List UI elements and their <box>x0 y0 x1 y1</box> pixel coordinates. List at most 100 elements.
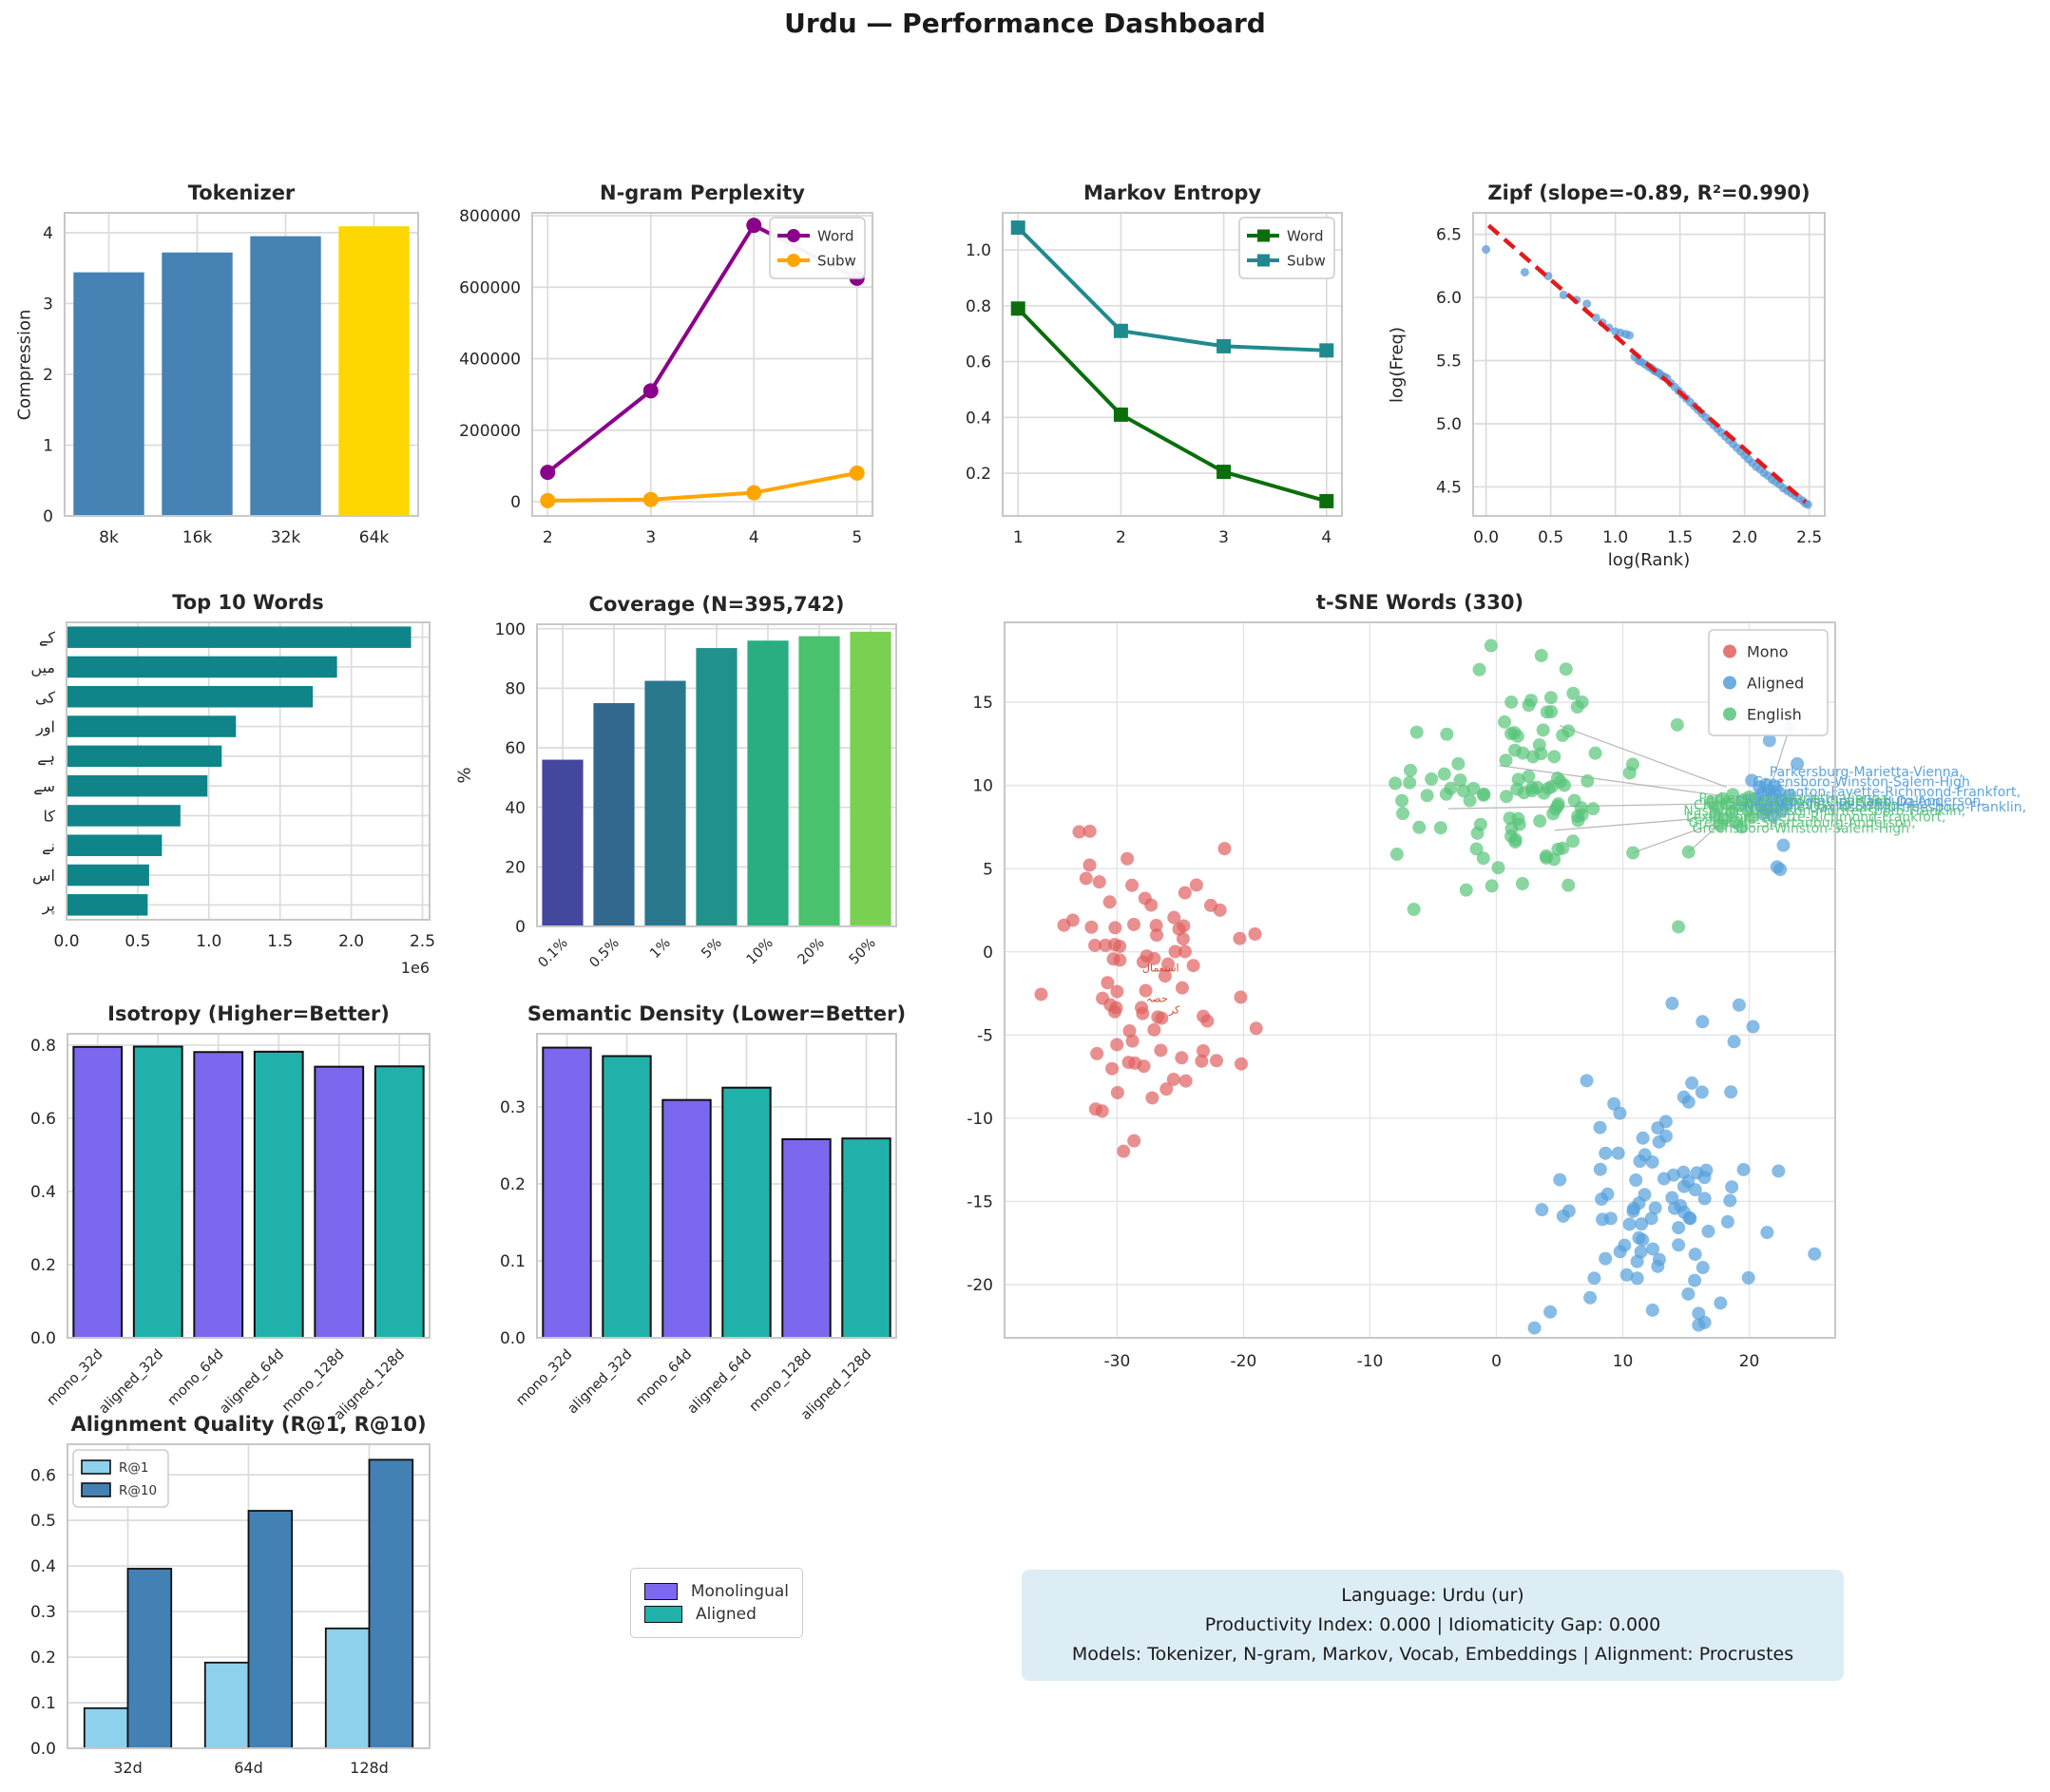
info-line-indices: Productivity Index: 0.000 | Idiomaticity… <box>1204 1614 1661 1635</box>
svg-text:0.6: 0.6 <box>30 1466 56 1485</box>
svg-text:0.5: 0.5 <box>125 932 150 951</box>
svg-text:0.5%: 0.5% <box>586 936 622 971</box>
svg-text:Aligned: Aligned <box>1747 674 1804 692</box>
svg-text:0.5: 0.5 <box>1538 528 1563 547</box>
svg-text:R@1: R@1 <box>119 1460 148 1476</box>
topwords-title: Top 10 Words <box>172 591 324 614</box>
svg-text:Subw: Subw <box>817 252 856 269</box>
svg-text:20: 20 <box>1739 1352 1760 1371</box>
svg-text:0.6: 0.6 <box>966 353 991 372</box>
svg-text:0.2: 0.2 <box>30 1256 56 1275</box>
coverage-title: Coverage (N=395,742) <box>588 593 845 616</box>
svg-text:5.0: 5.0 <box>1436 415 1462 434</box>
svg-text:15: 15 <box>972 694 993 713</box>
zipf-ylabel: log(Freq) <box>1387 326 1408 403</box>
panel-markov-entropy: Markov Entropy 0.2 0.4 0.6 0.8 1.0 1 2 3 4 Word Su… <box>966 181 1343 547</box>
svg-text:10: 10 <box>1613 1352 1634 1371</box>
svg-text:Subw: Subw <box>1287 252 1326 269</box>
svg-text:10: 10 <box>972 777 993 796</box>
svg-text:-30: -30 <box>1104 1352 1131 1371</box>
svg-text:0.2: 0.2 <box>966 465 991 484</box>
svg-text:2.5: 2.5 <box>410 932 435 951</box>
svg-text:20%: 20% <box>795 936 828 968</box>
svg-text:اس: اس <box>32 867 55 885</box>
panel-coverage: Coverage (N=395,742) % 0 20 40 60 80 100 0.1% 0… <box>455 593 897 971</box>
svg-text:-10: -10 <box>967 1110 993 1129</box>
svg-text:0.8: 0.8 <box>966 297 991 316</box>
svg-text:20: 20 <box>505 858 526 877</box>
panel-alignment-quality: Alignment Quality (R@1, R@10) 0.0 0.1 0.2 0… <box>30 1413 431 1777</box>
tsne-title: t-SNE Words (330) <box>1315 591 1524 614</box>
aligned-label: Aligned <box>696 1605 757 1624</box>
svg-text:0: 0 <box>983 944 993 963</box>
zipf-chart: 4.5 5.0 5.5 6.0 6.5 0.0 0.5 1.0 1.5 2.0 2.5 <box>1436 212 1826 547</box>
svg-text:Nashville-Davidson-Murfreesbor: Nashville-Davidson-Murfreesboro-Franklin… <box>1744 800 2026 815</box>
svg-text:-10: -10 <box>1357 1352 1384 1371</box>
svg-text:Lexington-Fayette-Richmond-Fra: Lexington-Fayette-Richmond-Frankfort, <box>1761 785 2021 800</box>
svg-text:1.5: 1.5 <box>1667 528 1693 547</box>
svg-text:0.4: 0.4 <box>966 409 991 428</box>
svg-text:mono_64d: mono_64d <box>633 1347 695 1409</box>
svg-text:5.5: 5.5 <box>1436 353 1462 372</box>
svg-text:1: 1 <box>43 437 53 456</box>
svg-text:0.6: 0.6 <box>30 1110 56 1129</box>
svg-text:-20: -20 <box>1231 1352 1257 1371</box>
svg-text:سے: سے <box>33 777 55 795</box>
svg-text:2: 2 <box>43 366 53 385</box>
svg-text:10%: 10% <box>744 936 776 968</box>
info-line-language: Language: Urdu (ur) <box>1341 1585 1524 1606</box>
svg-text:0.8: 0.8 <box>30 1037 56 1056</box>
svg-text:1e6: 1e6 <box>401 959 430 977</box>
svg-text:1: 1 <box>1013 528 1024 547</box>
svg-text:0.0: 0.0 <box>30 1740 56 1759</box>
svg-text:Nashville-Davidson-Murfreesbor: Nashville-Davidson-Murfreesboro-Franklin… <box>1683 804 1965 819</box>
svg-text:اور: اور <box>35 718 55 737</box>
svg-text:0.0: 0.0 <box>500 1329 526 1348</box>
svg-text:6.5: 6.5 <box>1436 226 1462 245</box>
svg-text:aligned_64d: aligned_64d <box>685 1347 756 1418</box>
svg-text:0.0: 0.0 <box>53 932 79 951</box>
svg-text:128d: 128d <box>350 1759 389 1777</box>
isotropy-title: Isotropy (Higher=Better) <box>107 1002 390 1025</box>
tokenizer-chart: 0 1 2 3 4 8k 16k 32k 64k <box>43 212 419 547</box>
svg-text:Chattanooga-Cleveland-Dalton,: Chattanooga-Cleveland-Dalton, <box>1735 795 1945 810</box>
svg-text:4: 4 <box>43 224 53 243</box>
svg-text:Mono: Mono <box>1747 642 1789 660</box>
embedding-legend: Monolingual Aligned <box>630 1568 803 1638</box>
svg-text:Chattanooga-Cleveland-Dalton,: Chattanooga-Cleveland-Dalton, <box>1694 798 1903 813</box>
panel-zipf: Zipf (slope=-0.89, R²=0.990) log(Freq) l… <box>1388 181 1826 570</box>
svg-text:2.0: 2.0 <box>1732 528 1757 547</box>
svg-text:0.1: 0.1 <box>30 1694 56 1713</box>
markov-title: Markov Entropy <box>1082 181 1262 204</box>
svg-text:کی: کی <box>35 688 55 706</box>
svg-text:32k: 32k <box>271 528 301 547</box>
svg-text:aligned_64d: aligned_64d <box>217 1347 287 1418</box>
svg-text:80: 80 <box>505 679 526 698</box>
svg-text:aligned_32d: aligned_32d <box>96 1347 166 1418</box>
svg-text:aligned_32d: aligned_32d <box>565 1347 636 1418</box>
svg-text:Parkersburg-Marietta-Vienna,: Parkersburg-Marietta-Vienna, <box>1770 765 1964 780</box>
svg-text:5: 5 <box>983 860 993 879</box>
svg-text:5%: 5% <box>699 936 725 963</box>
svg-text:1%: 1% <box>647 936 674 963</box>
svg-text:0.0: 0.0 <box>1473 528 1499 547</box>
svg-text:mono_128d: mono_128d <box>747 1347 815 1416</box>
svg-text:6.0: 6.0 <box>1436 289 1462 308</box>
svg-text:mono_64d: mono_64d <box>165 1347 227 1409</box>
alignment-title: Alignment Quality (R@1, R@10) <box>70 1413 427 1436</box>
svg-text:16k: 16k <box>182 528 213 547</box>
svg-text:0.1: 0.1 <box>500 1252 526 1271</box>
zipf-title: Zipf (slope=-0.89, R²=0.990) <box>1487 181 1811 204</box>
markov-chart: 0.2 0.4 0.6 0.8 1.0 1 2 3 4 Word Subw <box>966 212 1343 547</box>
svg-text:استعمال: استعمال <box>1142 963 1179 975</box>
svg-text:R@10: R@10 <box>119 1483 157 1498</box>
coverage-chart: 0 20 40 60 80 100 0.1% 0.5% 1% 5% 10% 20% 50% <box>495 620 897 971</box>
svg-text:32d: 32d <box>113 1759 143 1777</box>
svg-text:2.5: 2.5 <box>1796 528 1822 547</box>
monolingual-swatch <box>644 1583 678 1600</box>
svg-text:200000: 200000 <box>459 422 521 441</box>
svg-text:0.2: 0.2 <box>30 1649 56 1668</box>
svg-text:3: 3 <box>43 295 53 315</box>
ngram-chart: 0 200000 400000 600000 800000 2 3 4 5 Word Subw <box>459 207 873 547</box>
svg-text:0.5: 0.5 <box>30 1512 56 1531</box>
